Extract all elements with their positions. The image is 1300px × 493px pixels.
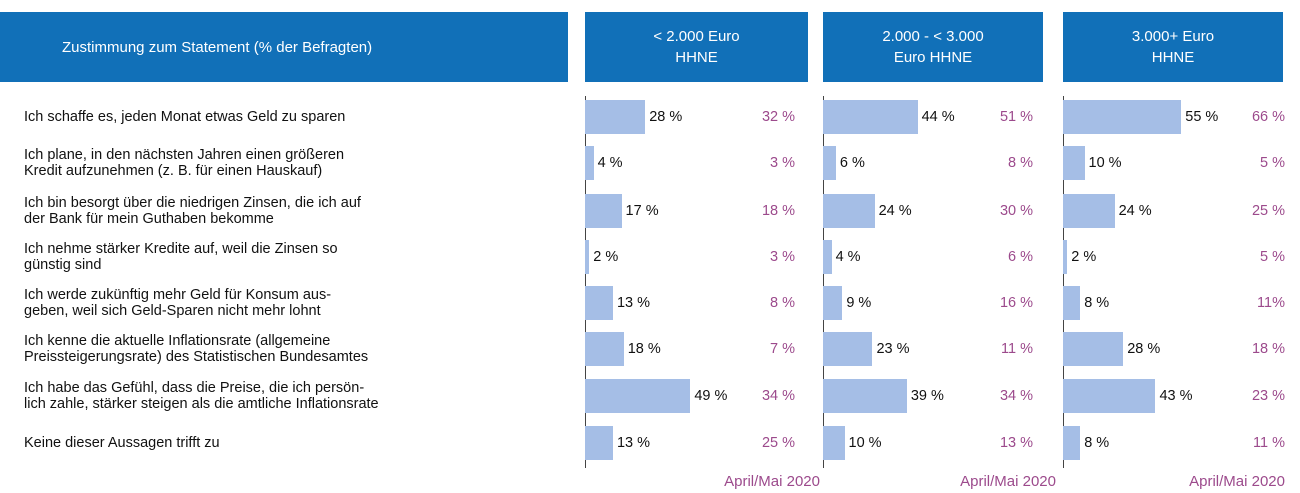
value-label: 10 % — [1088, 155, 1122, 171]
value-label: 2 % — [1071, 249, 1097, 265]
comparison-label: 34 % — [761, 388, 795, 404]
bar — [823, 194, 875, 228]
comparison-label: 11% — [1257, 295, 1285, 311]
comparison-label: 23 % — [1251, 388, 1285, 404]
value-label: 28 % — [1127, 341, 1161, 357]
value-label: 4 % — [597, 155, 623, 171]
panel-header: < 2.000 Euro HHNE — [585, 12, 808, 82]
row-label: Ich werde zukünftig mehr Geld für Konsum… — [24, 287, 332, 319]
comparison-label: 25 % — [1251, 203, 1285, 219]
axis-line — [823, 96, 824, 468]
bar — [585, 194, 622, 228]
comparison-label: 7 % — [770, 341, 795, 357]
row-label: Ich schaffe es, jeden Monat etwas Geld z… — [24, 109, 346, 125]
comparison-label: 18 % — [761, 203, 795, 219]
row-label: Ich plane, in den nächsten Jahren einen … — [24, 147, 345, 179]
comparison-label: 18 % — [1251, 341, 1285, 357]
comparison-label: 6 % — [1008, 249, 1033, 265]
bar — [585, 286, 613, 320]
value-label: 18 % — [627, 341, 661, 357]
value-label: 24 % — [1118, 203, 1152, 219]
value-label: 8 % — [1084, 435, 1110, 451]
comparison-label: 5 % — [1260, 249, 1285, 265]
value-label: 39 % — [910, 388, 944, 404]
value-label: 9 % — [846, 295, 872, 311]
panel-header: 2.000 - < 3.000 Euro HHNE — [823, 12, 1043, 82]
comparison-name: April/Mai 2020 — [1189, 473, 1285, 490]
axis-line — [585, 96, 586, 468]
bar — [585, 100, 646, 134]
bar — [585, 426, 613, 460]
axis-line — [1063, 96, 1064, 468]
bar — [1063, 146, 1085, 180]
bar — [823, 146, 836, 180]
bar — [823, 286, 843, 320]
comparison-label: 8 % — [1008, 155, 1033, 171]
bar — [1063, 194, 1115, 228]
value-label: 17 % — [625, 203, 659, 219]
value-label: 43 % — [1159, 388, 1193, 404]
comparison-label: 5 % — [1260, 155, 1285, 171]
row-label: Ich nehme stärker Kredite auf, weil die … — [24, 241, 338, 273]
value-label: 10 % — [848, 435, 882, 451]
bar — [823, 379, 907, 413]
bar — [1063, 100, 1182, 134]
comparison-name: April/Mai 2020 — [960, 473, 1056, 490]
panel-header: 3.000+ Euro HHNE — [1063, 12, 1283, 82]
value-label: 13 % — [616, 435, 650, 451]
comparison-label: 32 % — [761, 109, 795, 125]
bar — [1063, 286, 1081, 320]
bar — [585, 379, 691, 413]
bar — [823, 100, 918, 134]
value-label: 8 % — [1084, 295, 1110, 311]
comparison-label: 3 % — [770, 155, 795, 171]
comparison-label: 51 % — [999, 109, 1033, 125]
value-label: 23 % — [876, 341, 910, 357]
value-label: 6 % — [839, 155, 865, 171]
comparison-label: 34 % — [999, 388, 1033, 404]
comparison-name: April/Mai 2020 — [724, 473, 820, 490]
bar — [1063, 379, 1156, 413]
bar — [1063, 426, 1081, 460]
comparison-label: 11 % — [1253, 435, 1285, 451]
row-label: Ich kenne die aktuelle Inflationsrate (a… — [24, 333, 369, 365]
bar — [823, 240, 832, 274]
bar — [1063, 332, 1124, 366]
value-label: 28 % — [649, 109, 683, 125]
header: Zustimmung zum Statement (% der Befragte… — [0, 12, 568, 82]
bar — [823, 332, 873, 366]
value-label: 2 % — [593, 249, 619, 265]
comparison-label: 25 % — [761, 435, 795, 451]
value-label: 44 % — [921, 109, 955, 125]
bar — [585, 332, 624, 366]
row-label: Ich habe das Gefühl, dass die Preise, di… — [24, 380, 379, 412]
value-label: 13 % — [616, 295, 650, 311]
comparison-label: 16 % — [999, 295, 1033, 311]
comparison-label: 11 % — [1001, 341, 1033, 357]
value-label: 55 % — [1185, 109, 1219, 125]
comparison-label: 66 % — [1251, 109, 1285, 125]
comparison-label: 8 % — [770, 295, 795, 311]
row-label: Ich bin besorgt über die niedrigen Zinse… — [24, 195, 361, 227]
row-label: Keine dieser Aussagen trifft zu — [24, 435, 220, 451]
value-label: 24 % — [878, 203, 912, 219]
bar — [585, 240, 590, 274]
comparison-label: 3 % — [770, 249, 795, 265]
bar — [1063, 240, 1068, 274]
comparison-label: 30 % — [999, 203, 1033, 219]
value-label: 4 % — [835, 249, 861, 265]
value-label: 49 % — [694, 388, 728, 404]
comparison-label: 13 % — [999, 435, 1033, 451]
bar — [823, 426, 845, 460]
bar — [585, 146, 594, 180]
